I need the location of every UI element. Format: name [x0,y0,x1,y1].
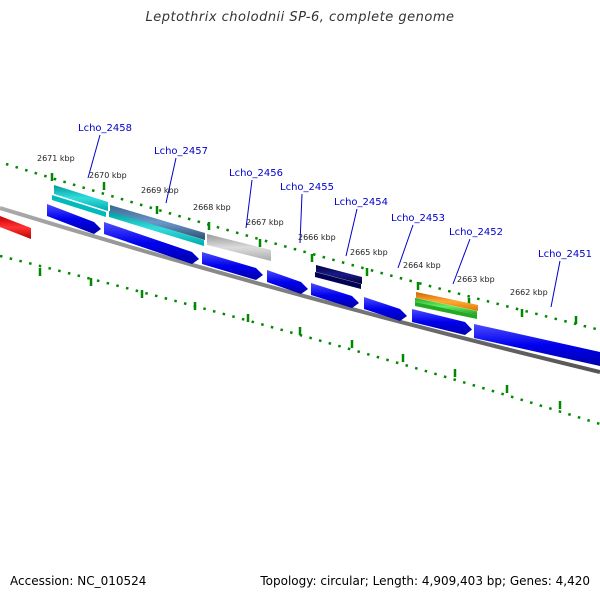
gene-label: Lcho_2454 [334,197,388,208]
cds-arrow [104,222,199,264]
tick-label: 2665 kbp [350,248,388,257]
cds-arrow [267,270,308,294]
annotation-band [415,298,477,315]
tick-label: 2663 kbp [457,275,495,284]
feature-track [0,185,600,366]
cds-arrow [364,297,407,321]
cds-arrow [474,324,600,366]
tick-labels: 2671 kbp 2670 kbp 2669 kbp 2668 kbp 2667 kbp… [37,154,548,297]
tick-label: 2670 kbp [89,171,127,180]
gene-leader-line [87,134,101,179]
tick-label: 2664 kbp [403,261,441,270]
cds-arrow [311,283,359,308]
annotation-band [54,185,108,211]
gene-label: Lcho_2458 [78,123,132,134]
gene-label-leaders [87,134,561,308]
gene-leader-line [165,157,177,204]
gene-label: Lcho_2456 [229,168,283,179]
tick-label: 2669 kbp [141,186,179,195]
gene-leader-line [550,260,561,308]
genome-summary: Topology: circular; Length: 4,909,403 bp… [260,574,590,588]
cds-arrow [202,252,263,280]
map-title: Leptothrix cholodnii SP-6, complete geno… [145,10,455,25]
rna-feature [0,216,31,239]
gene-leader-line [245,179,253,229]
annotation-band [52,195,106,217]
gene-leader-line [452,238,471,285]
genome-backbone [0,206,600,374]
gene-leader-line [397,224,414,269]
gene-label: Lcho_2452 [449,227,503,238]
annotation-band [415,302,477,319]
annotation-band [109,211,204,246]
gene-label: Lcho_2455 [280,182,334,193]
cds-arrow [412,309,472,335]
annotation-band [316,265,362,284]
gene-leader-line [299,193,303,244]
tick-label: 2662 kbp [510,288,548,297]
annotation-band [110,205,205,240]
cds-arrow [47,204,101,234]
annotation-band [207,234,271,261]
tick-label: 2667 kbp [246,218,284,227]
gene-label: Lcho_2453 [391,213,445,224]
gene-label: Lcho_2451 [538,249,592,260]
annotation-band [416,292,478,311]
gene-labels: Lcho_2458Lcho_2457Lcho_2456Lcho_2455Lcho… [78,123,592,260]
tick-label: 2671 kbp [37,154,75,163]
tick-label: 2668 kbp [193,203,231,212]
outer-tick-ring [5,162,600,332]
annotation-band [315,272,361,289]
accession-label: Accession: NC_010524 [10,574,147,588]
tick-label: 2666 kbp [298,233,336,242]
gene-leader-line [345,208,358,257]
gene-label: Lcho_2457 [154,146,208,157]
inner-tick-ring [0,254,600,426]
